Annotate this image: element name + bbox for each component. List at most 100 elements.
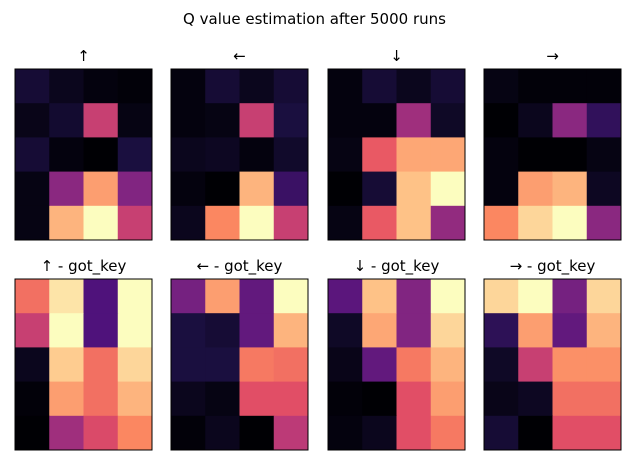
heatmap-cell — [396, 313, 432, 348]
panel-title: ↓ - got_key — [354, 257, 440, 276]
heatmap-cell — [430, 347, 466, 383]
heatmap-cell — [484, 171, 519, 207]
heatmap-cell — [328, 103, 363, 138]
heatmap-cell — [518, 279, 553, 314]
heatmap-cell — [239, 347, 275, 383]
figure-title: Q value estimation after 5000 runs — [183, 10, 446, 28]
heatmap-panels: ↑ ← ↓ → ↑ - got_key ← - got_key ↓ - got_key → -… — [14, 47, 622, 451]
heatmap-cell — [518, 347, 553, 383]
heatmap-cell — [171, 415, 206, 451]
heatmap-cell — [552, 313, 588, 348]
heatmap-cell — [83, 313, 119, 348]
heatmap-cell — [83, 205, 119, 241]
heatmap-cell — [239, 171, 275, 207]
heatmap-panel: ← - got_key — [170, 257, 309, 451]
heatmap-cell — [205, 279, 240, 314]
heatmap-cell — [205, 381, 240, 417]
panel-frame — [14, 278, 153, 451]
heatmap-cell — [49, 381, 84, 417]
heatmap-cell — [430, 205, 466, 241]
heatmap-cell — [552, 69, 588, 104]
heatmap-cell — [49, 69, 84, 104]
heatmap-cell — [205, 69, 240, 104]
heatmap-cell — [552, 137, 588, 173]
heatmap-cell — [15, 205, 50, 241]
heatmap-cell — [396, 279, 432, 314]
heatmap-cell — [552, 171, 588, 207]
heatmap-cell — [83, 137, 119, 173]
panel-frame — [170, 68, 309, 241]
panel-title: ← - got_key — [197, 257, 283, 276]
heatmap-cell — [15, 313, 50, 348]
heatmap-cell — [586, 313, 622, 348]
heatmap-cell — [239, 137, 275, 173]
panel-title: ↑ - got_key — [41, 257, 127, 276]
heatmap-cell — [239, 381, 275, 417]
heatmap-cell — [117, 381, 153, 417]
heatmap-cell — [205, 347, 240, 383]
heatmap-cell — [518, 171, 553, 207]
heatmap-cell — [586, 415, 622, 451]
heatmap-cell — [171, 313, 206, 348]
heatmap-cell — [396, 171, 432, 207]
heatmap-cell — [362, 137, 397, 173]
heatmap-panel: ↑ — [14, 47, 153, 241]
heatmap-cell — [117, 171, 153, 207]
heatmap-cell — [518, 205, 553, 241]
heatmap-cell — [117, 103, 153, 138]
heatmap-cell — [484, 103, 519, 138]
heatmap-cell — [49, 205, 84, 241]
heatmap-cell — [205, 313, 240, 348]
heatmap-cell — [15, 171, 50, 207]
heatmap-cell — [117, 205, 153, 241]
heatmap-cell — [518, 313, 553, 348]
heatmap-cell — [586, 137, 622, 173]
heatmap-cell — [49, 279, 84, 314]
heatmap-cell — [362, 279, 397, 314]
heatmap-panel: ↑ - got_key — [14, 257, 153, 451]
panel-frame — [14, 68, 153, 241]
heatmap-cell — [362, 347, 397, 383]
heatmap-cell — [396, 415, 432, 451]
heatmap-cell — [273, 415, 309, 451]
heatmap-cell — [239, 103, 275, 138]
heatmap-cell — [273, 69, 309, 104]
heatmap-cell — [117, 137, 153, 173]
heatmap-cell — [171, 137, 206, 173]
panel-title: → — [546, 47, 559, 65]
heatmap-cell — [328, 415, 363, 451]
heatmap-cell — [273, 137, 309, 173]
heatmap-cell — [15, 381, 50, 417]
panel-frame — [170, 278, 309, 451]
heatmap-cell — [239, 313, 275, 348]
heatmap-cell — [362, 103, 397, 138]
heatmap-cell — [430, 279, 466, 314]
heatmap-cell — [117, 279, 153, 314]
heatmap-cell — [518, 69, 553, 104]
heatmap-cell — [205, 415, 240, 451]
heatmap-cell — [239, 279, 275, 314]
heatmap-cell — [552, 347, 588, 383]
heatmap-cell — [552, 205, 588, 241]
heatmap-cell — [586, 279, 622, 314]
heatmap-cell — [396, 69, 432, 104]
panel-frame — [483, 278, 622, 451]
heatmap-cell — [362, 205, 397, 241]
heatmap-cell — [518, 415, 553, 451]
heatmap-cell — [552, 279, 588, 314]
heatmap-cell — [430, 69, 466, 104]
heatmap-cell — [328, 381, 363, 417]
heatmap-cell — [484, 347, 519, 383]
heatmap-cell — [430, 137, 466, 173]
heatmap-cell — [205, 171, 240, 207]
panel-frame — [327, 68, 466, 241]
panel-title: ← — [233, 47, 246, 65]
heatmap-cell — [552, 381, 588, 417]
heatmap-cell — [83, 347, 119, 383]
heatmap-cell — [15, 415, 50, 451]
heatmap-cell — [171, 171, 206, 207]
heatmap-cell — [205, 205, 240, 241]
panel-title: ↑ — [77, 47, 90, 65]
heatmap-cell — [83, 279, 119, 314]
